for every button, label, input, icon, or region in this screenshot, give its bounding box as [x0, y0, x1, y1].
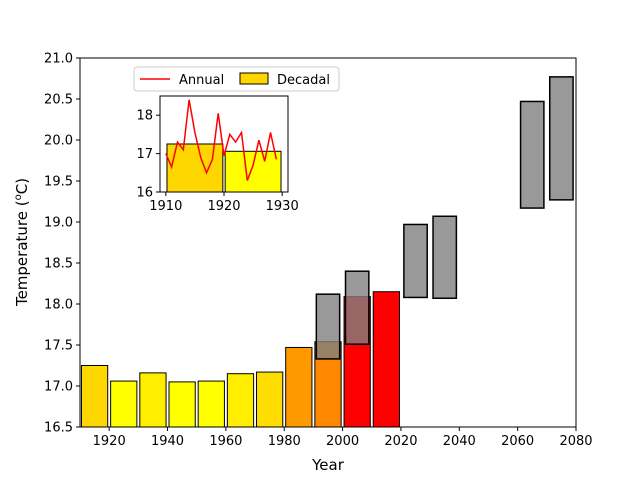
x-tick-label-1920: 1920 — [93, 434, 126, 449]
legend-decadal-swatch — [239, 72, 269, 85]
inset-plot: 1910 1920 1930 16 17 18 — [136, 95, 299, 214]
y-tick-label-16.5: 16.5 — [44, 421, 73, 436]
decadal-bar-1930 — [139, 372, 167, 428]
inset-y-tick-label-18: 18 — [136, 109, 153, 124]
decadal-bar-1980 — [285, 346, 313, 428]
projection-range-2075 — [548, 76, 574, 201]
y-tick-label-21.0: 21.0 — [44, 52, 73, 67]
x-axis-label: Year — [311, 456, 345, 474]
x-tick-label-2020: 2020 — [384, 434, 417, 449]
x-tick-label-1980: 1980 — [268, 434, 301, 449]
y-tick-label-20.0: 20.0 — [44, 134, 73, 149]
projection-range-2035 — [432, 215, 458, 300]
inset-annual-line — [165, 99, 278, 181]
decadal-bar-1960 — [226, 373, 255, 428]
main-plot: 1920 1940 1960 1980 2000 2020 2040 2060 2080 16.5… — [44, 52, 593, 450]
x-tick-label-2080: 2080 — [559, 434, 592, 449]
decadal-bar-1970 — [256, 371, 284, 428]
x-tick-label-2040: 2040 — [443, 434, 476, 449]
y-axis-label: Temperature (oC) — [13, 178, 31, 307]
inset-x-tick-label-1930: 1930 — [266, 199, 299, 214]
inset-y-tick-label-16: 16 — [136, 186, 153, 201]
y-axis-label-main: Temperature ( — [13, 200, 31, 307]
x-tick-label-1940: 1940 — [151, 434, 184, 449]
y-tick-label-17.0: 17.0 — [44, 380, 73, 395]
legend-decadal-label: Decadal — [277, 73, 330, 88]
x-tick-label-2060: 2060 — [501, 434, 534, 449]
projection-range-2025 — [403, 223, 428, 299]
inset-x-tick-label-1920: 1920 — [207, 199, 240, 214]
decadal-bar-1910 — [80, 365, 109, 428]
legend-frame — [133, 66, 340, 92]
inset-decadal-bar-1920 — [224, 150, 282, 193]
legend-annual-label: Annual — [179, 73, 224, 88]
projection-range-2065 — [519, 100, 545, 209]
inset-y-tick-label-17: 17 — [136, 147, 153, 162]
y-axis-label-superscript: o — [13, 194, 24, 200]
decadal-bar-2010 — [372, 291, 400, 428]
y-tick-label-17.5: 17.5 — [44, 339, 73, 354]
y-tick-label-19.0: 19.0 — [44, 216, 73, 231]
inset-x-tick-label-1910: 1910 — [149, 199, 182, 214]
legend: Annual Decadal — [133, 66, 340, 92]
decadal-bar-1950 — [197, 380, 225, 428]
projection-range-2005 — [344, 270, 370, 345]
y-tick-label-18.0: 18.0 — [44, 298, 73, 313]
decadal-bar-1940 — [168, 381, 196, 428]
y-axis-label-unit: C) — [13, 178, 31, 194]
y-tick-label-19.5: 19.5 — [44, 175, 73, 190]
main-plot-frame — [79, 57, 577, 428]
projection-range-1995 — [315, 293, 341, 360]
y-tick-label-20.5: 20.5 — [44, 93, 73, 108]
x-tick-label-1960: 1960 — [209, 434, 242, 449]
y-tick-label-18.5: 18.5 — [44, 257, 73, 272]
decadal-bar-1920 — [110, 380, 138, 428]
x-tick-label-2000: 2000 — [326, 434, 359, 449]
